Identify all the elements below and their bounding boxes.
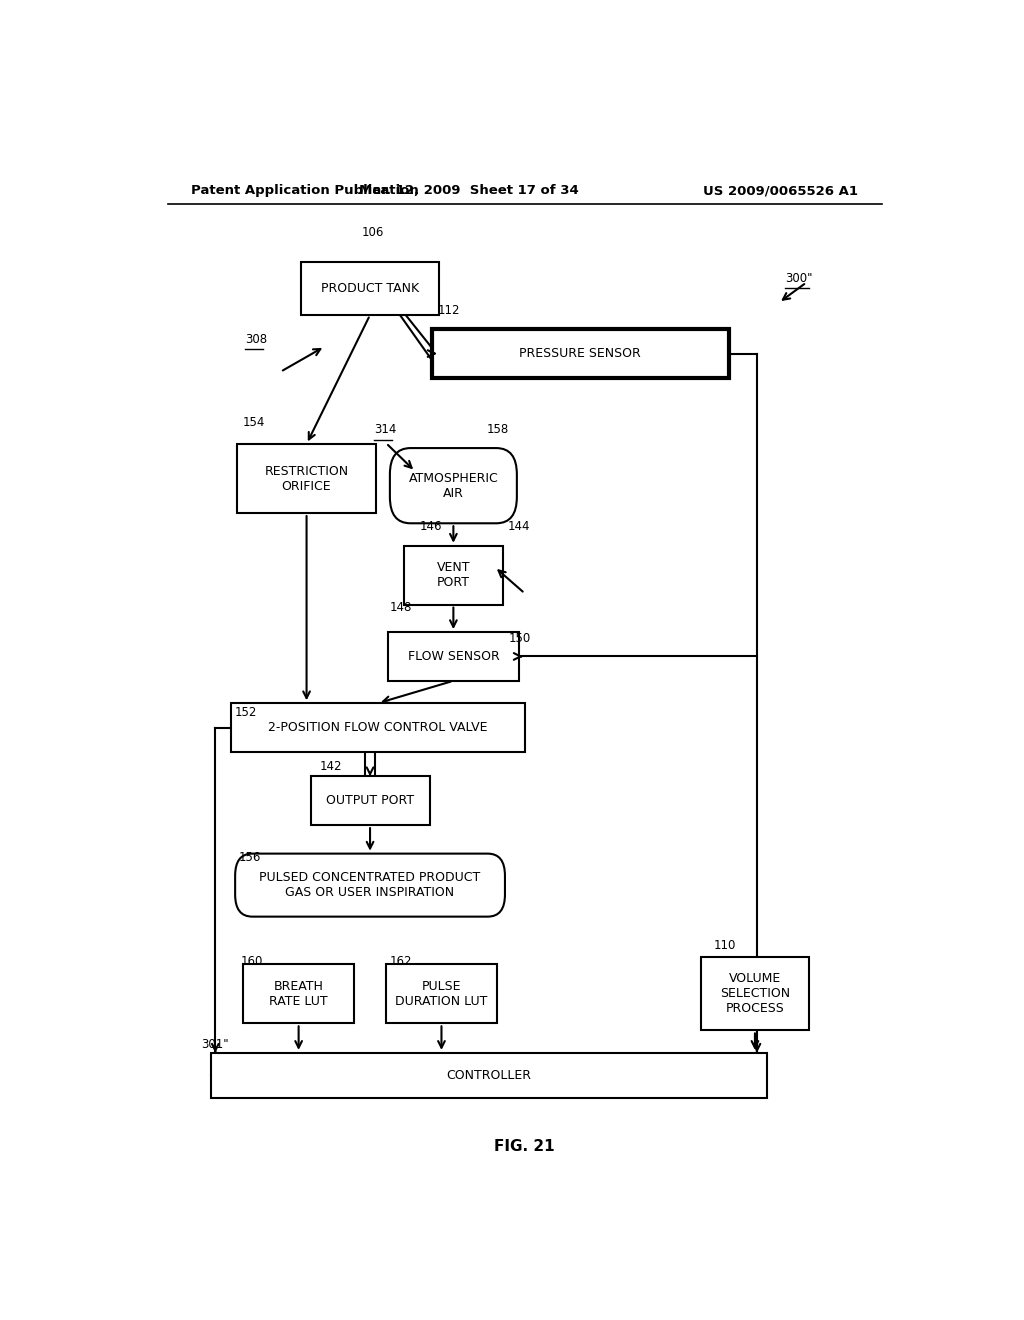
Text: 156: 156 [240,851,261,865]
Text: 154: 154 [243,416,265,429]
Text: PULSED CONCENTRATED PRODUCT
GAS OR USER INSPIRATION: PULSED CONCENTRATED PRODUCT GAS OR USER … [259,871,480,899]
Text: 142: 142 [321,760,343,772]
Text: 110: 110 [714,939,736,952]
Text: Patent Application Publication: Patent Application Publication [191,185,419,198]
FancyBboxPatch shape [403,545,503,605]
FancyBboxPatch shape [236,854,505,916]
FancyBboxPatch shape [231,704,524,752]
Text: OUTPUT PORT: OUTPUT PORT [326,795,414,808]
Text: 150: 150 [509,632,531,644]
FancyBboxPatch shape [388,632,519,681]
FancyBboxPatch shape [243,965,354,1023]
FancyBboxPatch shape [431,329,729,378]
Text: 144: 144 [507,520,529,533]
Text: 300": 300" [785,272,813,285]
Text: PRODUCT TANK: PRODUCT TANK [321,282,419,294]
Text: 148: 148 [390,601,413,614]
Text: VOLUME
SELECTION
PROCESS: VOLUME SELECTION PROCESS [720,973,790,1015]
Text: 112: 112 [437,305,460,317]
Text: PULSE
DURATION LUT: PULSE DURATION LUT [395,979,487,1008]
Text: 160: 160 [241,954,263,968]
FancyBboxPatch shape [301,263,439,315]
Text: 2-POSITION FLOW CONTROL VALVE: 2-POSITION FLOW CONTROL VALVE [268,721,487,734]
FancyBboxPatch shape [386,965,497,1023]
Text: ATMOSPHERIC
AIR: ATMOSPHERIC AIR [409,471,499,500]
Text: 314: 314 [374,424,396,437]
Text: 162: 162 [390,954,413,968]
FancyBboxPatch shape [310,776,430,825]
Text: 146: 146 [420,520,442,533]
Text: Mar. 12, 2009  Sheet 17 of 34: Mar. 12, 2009 Sheet 17 of 34 [359,185,580,198]
Text: RESTRICTION
ORIFICE: RESTRICTION ORIFICE [264,465,348,492]
Text: CONTROLLER: CONTROLLER [446,1069,531,1081]
Text: PRESSURE SENSOR: PRESSURE SENSOR [519,347,641,360]
Text: 158: 158 [486,424,509,437]
Text: 152: 152 [236,706,257,719]
Text: BREATH
RATE LUT: BREATH RATE LUT [269,979,328,1008]
Text: 106: 106 [362,226,384,239]
FancyBboxPatch shape [701,957,809,1031]
FancyBboxPatch shape [238,444,376,513]
Text: FIG. 21: FIG. 21 [495,1139,555,1154]
Text: FLOW SENSOR: FLOW SENSOR [408,649,500,663]
Text: VENT
PORT: VENT PORT [436,561,470,589]
FancyBboxPatch shape [390,447,517,523]
Text: US 2009/0065526 A1: US 2009/0065526 A1 [703,185,858,198]
FancyBboxPatch shape [211,1053,767,1097]
Text: 308: 308 [246,333,267,346]
Text: 301": 301" [201,1039,228,1051]
